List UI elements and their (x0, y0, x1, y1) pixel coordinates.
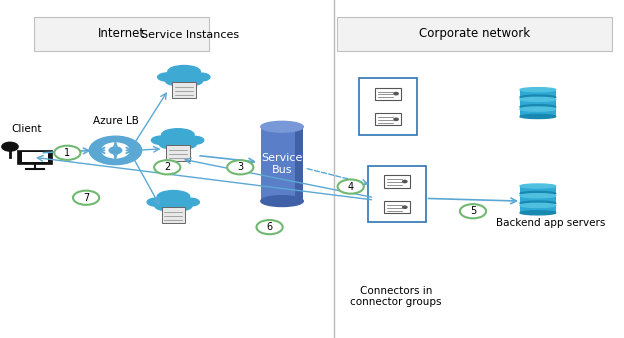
Ellipse shape (160, 140, 196, 149)
Text: 6: 6 (266, 222, 273, 232)
Text: Service
Bus: Service Bus (261, 153, 303, 175)
FancyBboxPatch shape (166, 145, 190, 161)
Text: Backend app servers: Backend app servers (495, 218, 605, 228)
Ellipse shape (261, 196, 303, 207)
Ellipse shape (520, 107, 556, 111)
Text: 7: 7 (83, 193, 89, 203)
Text: 3: 3 (237, 162, 243, 172)
FancyBboxPatch shape (261, 127, 303, 201)
Ellipse shape (520, 211, 556, 215)
Ellipse shape (261, 121, 303, 132)
Ellipse shape (162, 129, 194, 141)
Circle shape (2, 142, 18, 151)
Ellipse shape (520, 201, 556, 205)
Text: 4: 4 (348, 182, 354, 192)
Circle shape (460, 204, 486, 218)
Circle shape (109, 147, 122, 154)
FancyBboxPatch shape (359, 78, 417, 135)
FancyBboxPatch shape (520, 99, 556, 107)
Circle shape (73, 191, 99, 205)
Text: Corporate network: Corporate network (419, 27, 530, 40)
FancyBboxPatch shape (295, 127, 303, 201)
FancyBboxPatch shape (520, 196, 556, 203)
Text: 2: 2 (164, 162, 170, 172)
Ellipse shape (520, 203, 556, 208)
Circle shape (89, 136, 142, 165)
Text: Azure LB: Azure LB (92, 116, 139, 126)
Ellipse shape (186, 136, 203, 144)
FancyBboxPatch shape (375, 88, 401, 100)
Ellipse shape (520, 194, 556, 198)
FancyBboxPatch shape (368, 166, 426, 222)
Ellipse shape (182, 198, 199, 206)
Text: Connectors in
connector groups: Connectors in connector groups (351, 286, 442, 307)
FancyBboxPatch shape (172, 82, 196, 98)
Circle shape (402, 206, 407, 208)
Ellipse shape (520, 115, 556, 119)
Text: Service Instances: Service Instances (141, 30, 240, 41)
Ellipse shape (520, 191, 556, 195)
Circle shape (338, 179, 364, 194)
Ellipse shape (520, 97, 556, 101)
Text: Client: Client (12, 124, 42, 134)
FancyBboxPatch shape (162, 207, 185, 223)
FancyBboxPatch shape (520, 186, 556, 193)
Circle shape (394, 118, 398, 120)
Ellipse shape (520, 105, 556, 109)
Ellipse shape (155, 202, 192, 211)
FancyBboxPatch shape (337, 17, 612, 51)
Ellipse shape (157, 191, 190, 203)
Ellipse shape (520, 88, 556, 92)
FancyBboxPatch shape (34, 17, 209, 51)
Circle shape (394, 93, 398, 95)
Circle shape (102, 143, 129, 158)
Ellipse shape (168, 66, 200, 78)
Text: 1: 1 (64, 148, 71, 158)
Ellipse shape (152, 136, 173, 145)
Ellipse shape (520, 95, 556, 99)
Ellipse shape (158, 73, 179, 81)
FancyBboxPatch shape (375, 113, 401, 125)
FancyBboxPatch shape (520, 90, 556, 97)
Circle shape (256, 220, 283, 234)
FancyBboxPatch shape (384, 201, 410, 213)
FancyBboxPatch shape (384, 175, 410, 188)
Circle shape (402, 180, 407, 183)
Ellipse shape (192, 73, 210, 81)
Ellipse shape (147, 198, 168, 207)
Ellipse shape (166, 77, 202, 86)
Text: Internet: Internet (98, 27, 145, 40)
FancyBboxPatch shape (520, 206, 556, 213)
FancyBboxPatch shape (520, 109, 556, 117)
FancyBboxPatch shape (17, 150, 52, 164)
Circle shape (227, 160, 253, 174)
Ellipse shape (520, 184, 556, 188)
FancyBboxPatch shape (22, 152, 48, 162)
Circle shape (54, 146, 80, 160)
Circle shape (154, 160, 180, 174)
Text: 5: 5 (470, 206, 476, 216)
